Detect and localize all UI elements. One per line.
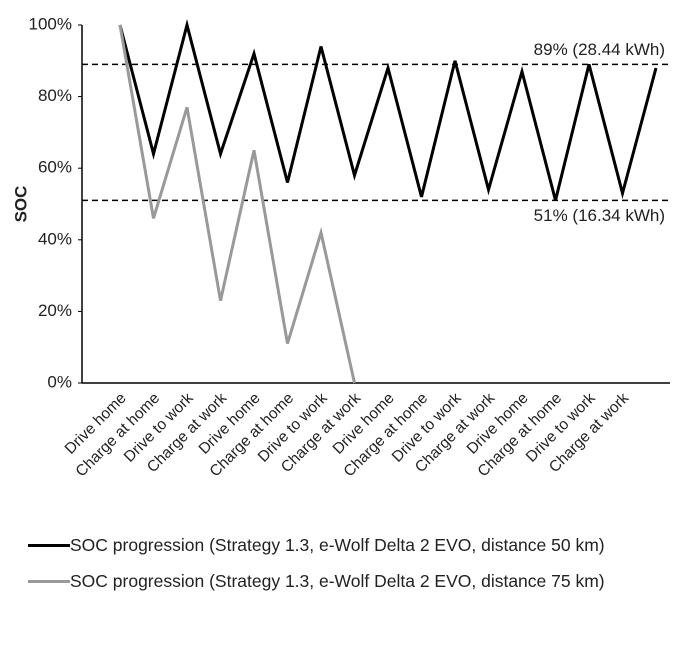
reference-label: 89% (28.44 kWh) [534,40,665,59]
legend-label: SOC progression (Strategy 1.3, e-Wolf De… [70,535,605,555]
y-tick-label: 60% [38,158,72,177]
legend-entry: SOC progression (Strategy 1.3, e-Wolf De… [28,568,668,594]
legend-swatch [28,580,70,583]
y-tick-label: 0% [47,372,72,391]
y-axis-title: SOC [11,186,30,223]
y-tick-label: 20% [38,301,72,320]
y-tick-label: 100% [29,14,72,33]
series-line [118,24,356,384]
legend-label: SOC progression (Strategy 1.3, e-Wolf De… [70,571,605,591]
legend-entry: SOC progression (Strategy 1.3, e-Wolf De… [28,532,668,558]
legend: SOC progression (Strategy 1.3, e-Wolf De… [28,532,668,604]
reference-label: 51% (16.34 kWh) [534,206,665,225]
y-tick-label: 80% [38,86,72,105]
series-line [118,19,658,201]
legend-swatch [28,544,70,547]
y-tick-label: 40% [38,229,72,248]
